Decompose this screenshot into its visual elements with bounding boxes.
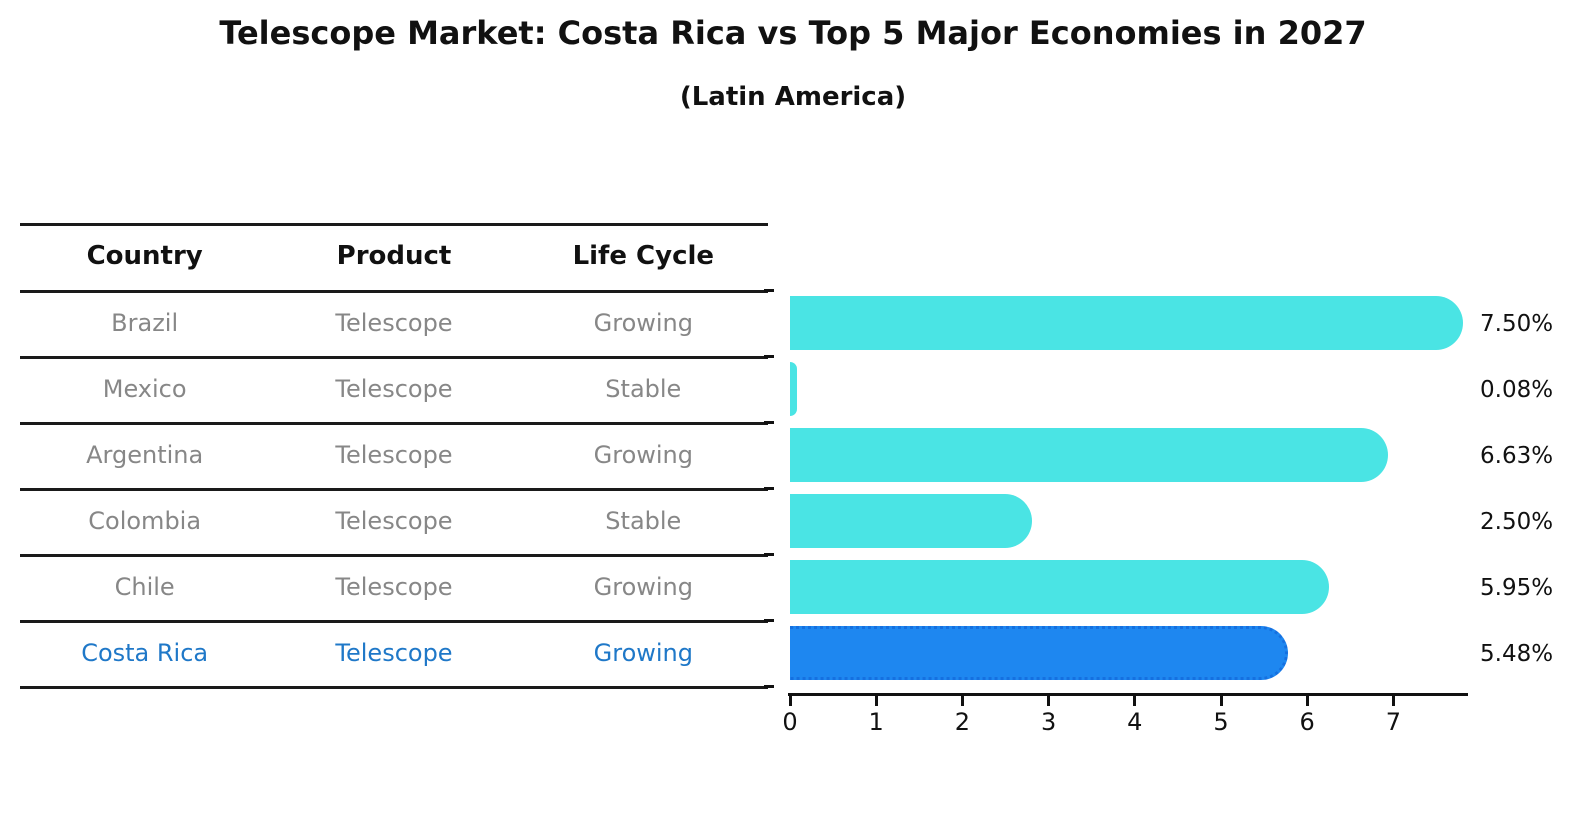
product-cell: Telescope (335, 441, 453, 469)
x-tick-label: 6 (1299, 708, 1315, 736)
product-cell: Telescope (335, 309, 453, 337)
country-cell: Colombia (88, 507, 202, 535)
table-row-brazil: Brazil Telescope Growing (20, 290, 768, 356)
value-label-chile: 5.95% (1480, 575, 1554, 601)
bar-mexico (790, 362, 797, 416)
country-cell: Costa Rica (81, 639, 209, 667)
country-cell: Brazil (111, 309, 179, 337)
life-cycle-cell: Growing (593, 309, 693, 337)
table-row-colombia: Colombia Telescope Stable (20, 488, 768, 554)
x-tick-label: 4 (1127, 708, 1143, 736)
bar-argentina (790, 428, 1388, 482)
y-tick-mark (764, 355, 774, 358)
table-header-rule (20, 290, 768, 293)
country-cell: Mexico (102, 375, 187, 403)
value-label-argentina: 6.63% (1480, 443, 1554, 469)
chart-title: Telescope Market: Costa Rica vs Top 5 Ma… (219, 14, 1367, 52)
column-header-life-cycle: Life Cycle (572, 241, 715, 271)
product-cell: Telescope (335, 639, 453, 667)
y-tick-mark (764, 487, 774, 490)
table-row-costa-rica: Costa Rica Telescope Growing (20, 620, 768, 686)
life-cycle-cell: Stable (605, 375, 682, 403)
value-label-brazil: 7.50% (1480, 311, 1554, 337)
x-tick-label: 7 (1385, 708, 1402, 736)
chart-subtitle: (Latin America) (679, 82, 907, 112)
product-cell: Telescope (335, 375, 453, 403)
life-cycle-cell: Growing (593, 639, 693, 667)
x-tick-mark (1305, 696, 1309, 706)
value-label-costa-rica: 5.48% (1480, 641, 1554, 667)
x-tick-label: 2 (954, 708, 971, 736)
bar-chile (790, 560, 1329, 614)
product-cell: Telescope (335, 573, 453, 601)
x-tick-mark (874, 696, 878, 706)
x-tick-label: 5 (1213, 708, 1229, 736)
x-tick-mark (1047, 696, 1051, 706)
country-cell: Argentina (86, 441, 204, 469)
value-label-mexico: 0.08% (1480, 377, 1554, 403)
x-tick-mark (1219, 696, 1223, 706)
column-header-product: Product (336, 241, 452, 271)
table-row-rule (20, 422, 768, 425)
life-cycle-cell: Growing (593, 573, 693, 601)
life-cycle-cell: Stable (605, 507, 682, 535)
x-tick-mark (788, 696, 792, 706)
column-header-country: Country (86, 241, 203, 271)
value-label-colombia: 2.50% (1480, 509, 1554, 535)
x-tick-mark (960, 696, 964, 706)
country-cell: Chile (114, 573, 175, 601)
y-tick-mark (764, 553, 774, 556)
y-tick-mark (764, 685, 774, 688)
table-bottom-rule (20, 686, 768, 689)
bar-colombia (790, 494, 1032, 548)
y-tick-mark (764, 289, 774, 292)
table-row-rule (20, 554, 768, 557)
x-tick-label: 3 (1040, 708, 1057, 736)
table-row-rule (20, 356, 768, 359)
y-tick-mark (764, 619, 774, 622)
table-top-rule (20, 223, 768, 226)
table-row-rule (20, 620, 768, 623)
y-tick-mark (764, 421, 774, 424)
x-tick-label: 1 (868, 708, 884, 736)
table-header-row: Country Product Life Cycle (20, 223, 768, 289)
x-axis-line (788, 693, 1468, 696)
x-tick-mark (1133, 696, 1137, 706)
table-row-chile: Chile Telescope Growing (20, 554, 768, 620)
table-row-argentina: Argentina Telescope Growing (20, 422, 768, 488)
bar-brazil (790, 296, 1463, 350)
bar-costa-rica (790, 626, 1289, 680)
x-tick-label: 0 (782, 708, 798, 736)
life-cycle-cell: Growing (593, 441, 693, 469)
table-row-mexico: Mexico Telescope Stable (20, 356, 768, 422)
x-tick-mark (1391, 696, 1395, 706)
product-cell: Telescope (335, 507, 453, 535)
table-row-rule (20, 488, 768, 491)
